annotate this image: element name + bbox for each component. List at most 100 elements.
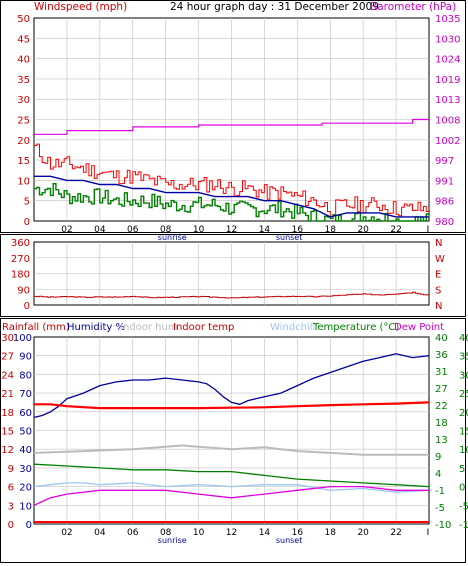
windspeed-tick-label: 40 xyxy=(17,55,30,66)
chart-title: 24 hour graph day : 31 December 2009 xyxy=(170,1,379,13)
direction-tick-label: 180 xyxy=(11,270,30,281)
barometer-series-line xyxy=(34,118,429,135)
humidity-tick-label: 0 xyxy=(26,520,32,531)
climate-x-tick-label: 22 xyxy=(390,528,401,538)
windspeed-tick-label: 0 xyxy=(24,217,30,228)
humidity-tick-label: 70 xyxy=(19,389,32,400)
humidity-tick-label: 80 xyxy=(19,370,32,381)
windspeed-tick-label: 50 xyxy=(17,14,30,25)
climate-sunset-label: sunset xyxy=(276,536,303,545)
barometer-tick-label: 1002 xyxy=(435,136,460,147)
climate-x-tick-label: 04 xyxy=(94,528,106,538)
temperature-far-tick-label: 35 xyxy=(459,352,468,363)
climate-sunrise-label: sunrise xyxy=(158,536,187,545)
humidity-tick-label: 40 xyxy=(19,445,32,456)
temperature-tick-label: 31 xyxy=(435,367,448,378)
temperature-far-tick-label: 0 xyxy=(459,483,465,494)
wind-x-tick-label: 08 xyxy=(160,225,172,235)
rain-tick-label: 21 xyxy=(1,389,14,400)
temperature-series-line xyxy=(33,463,430,488)
wind-sunrise-label: sunrise xyxy=(158,233,187,242)
barometer-tick-label: 986 xyxy=(435,197,454,208)
rainfall-label: Rainfall (mm) xyxy=(2,322,70,333)
windchill-series-line xyxy=(33,482,430,493)
compass-tick-label: W xyxy=(435,254,445,265)
climate-x-tick-label: 18 xyxy=(325,528,337,538)
windspeed-tick-label: 30 xyxy=(17,95,30,106)
compass-tick-label: N xyxy=(435,301,442,312)
humidity-tick-label: 60 xyxy=(19,408,32,419)
temperature-tick-label: 27 xyxy=(435,384,448,395)
low-wind-series-line xyxy=(34,183,429,222)
windspeed-axis-title: Windspeed (mph) xyxy=(34,1,127,13)
temperature-tick-label: 13 xyxy=(435,435,448,446)
rain-tick-label: 12 xyxy=(1,445,14,456)
direction-series-line xyxy=(34,291,429,299)
wind-sunset-label: sunset xyxy=(276,233,303,242)
humidity-tick-label: 30 xyxy=(19,464,32,475)
wind-x-tick-label: 14 xyxy=(259,225,271,235)
compass-tick-label: N xyxy=(435,238,442,249)
humidity-tick-label: 100 xyxy=(13,333,32,344)
indoor-hum-label: Indoor hum xyxy=(120,322,178,333)
temperature-label: Temperature (°C) xyxy=(312,322,399,333)
indoor-hum-series-line xyxy=(33,444,429,456)
rain-tick-label: 18 xyxy=(1,408,14,419)
barometer-tick-label: 997 xyxy=(435,156,454,167)
temperature-tick-label: -10 xyxy=(435,520,451,531)
humidity-tick-label: 20 xyxy=(19,483,32,494)
rain-tick-label: 9 xyxy=(8,464,14,475)
rain-tick-label: 0 xyxy=(8,520,14,531)
climate-x-tick-label: 02 xyxy=(61,528,72,538)
climate-x-tick-label: 14 xyxy=(259,528,271,538)
climate-x-end-mark: I xyxy=(427,528,430,538)
wind-x-end-mark: I xyxy=(427,225,430,235)
wind-x-tick-label: 16 xyxy=(292,225,304,235)
windspeed-tick-label: 35 xyxy=(17,75,30,86)
temperature-tick-label: 22 xyxy=(435,401,448,412)
average-wind-series-line xyxy=(34,175,429,218)
barometer-tick-label: 1030 xyxy=(435,34,460,45)
temperature-tick-label: -5 xyxy=(435,503,445,514)
gust-series-line xyxy=(34,143,429,217)
temperature-tick-label: 9 xyxy=(435,452,441,463)
temperature-far-tick-label: -5 xyxy=(459,501,468,512)
barometer-tick-label: 1024 xyxy=(435,55,460,66)
windspeed-tick-label: 20 xyxy=(17,136,30,147)
rain-tick-label: 6 xyxy=(8,483,14,494)
rain-tick-label: 27 xyxy=(1,352,14,363)
barometer-tick-label: 991 xyxy=(435,176,454,187)
barometer-tick-label: 980 xyxy=(435,217,454,228)
windspeed-tick-label: 5 xyxy=(24,197,30,208)
wind-x-tick-label: 22 xyxy=(390,225,401,235)
temperature-tick-label: -1 xyxy=(435,486,445,497)
compass-tick-label: S xyxy=(435,285,441,296)
humidity-tick-label: 90 xyxy=(19,352,32,363)
temperature-far-tick-label: 25 xyxy=(459,389,468,400)
indoor-temp-series-line xyxy=(34,401,430,410)
barometer-tick-label: 1019 xyxy=(435,75,460,86)
temperature-far-tick-label: -10 xyxy=(459,520,468,531)
climate-x-tick-label: 20 xyxy=(357,528,369,538)
wind-x-tick-label: 04 xyxy=(94,225,106,235)
windspeed-tick-label: 15 xyxy=(17,156,30,167)
direction-tick-label: 360 xyxy=(11,238,30,249)
climate-x-tick-label: 12 xyxy=(226,528,237,538)
rain-tick-label: 3 xyxy=(8,501,14,512)
windspeed-tick-label: 10 xyxy=(17,176,30,187)
temperature-far-tick-label: 20 xyxy=(459,408,468,419)
climate-x-tick-label: 08 xyxy=(160,528,172,538)
humidity-tick-label: 50 xyxy=(19,427,32,438)
wind-x-tick-label: 06 xyxy=(127,225,139,235)
temperature-far-tick-label: 15 xyxy=(459,427,468,438)
temperature-tick-label: 18 xyxy=(435,418,448,429)
windspeed-tick-label: 25 xyxy=(17,116,30,127)
wind-x-tick-label: 12 xyxy=(226,225,237,235)
temperature-far-tick-label: 10 xyxy=(459,445,468,456)
climate-x-tick-label: 06 xyxy=(127,528,139,538)
humidity-label: Humidity % xyxy=(67,322,125,333)
windspeed-tick-label: 45 xyxy=(17,34,30,45)
temperature-tick-label: 4 xyxy=(435,469,441,480)
